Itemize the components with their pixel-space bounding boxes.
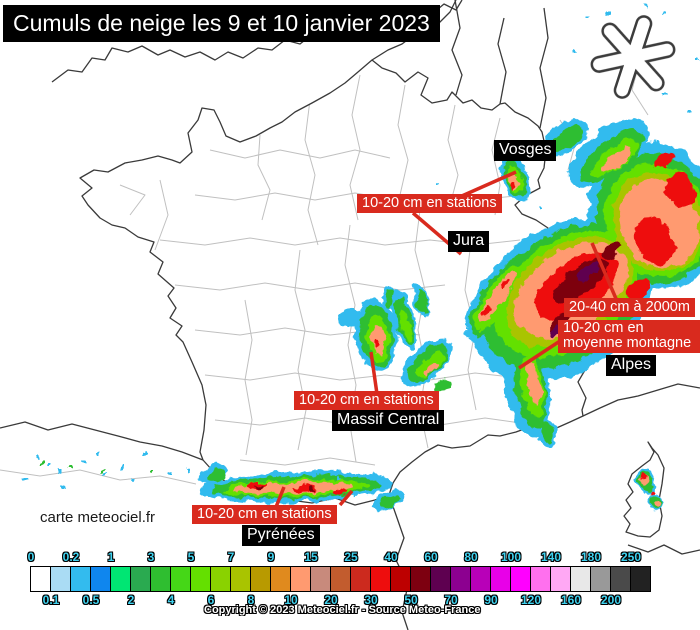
legend-boundary-label: 120 (520, 593, 542, 607)
legend-boundary-label: 140 (540, 550, 562, 564)
legend-cell (91, 567, 111, 591)
legend-cell (251, 567, 271, 591)
legend-boundary-label: 0.5 (82, 593, 100, 607)
legend-boundary-label: 0.2 (62, 550, 80, 564)
legend-cell (391, 567, 411, 591)
legend-cell (351, 567, 371, 591)
legend-boundary-label: 6 (207, 593, 215, 607)
legend-cell (511, 567, 531, 591)
region-label-alpes: Alpes (606, 355, 657, 376)
legend-cell (551, 567, 571, 591)
legend-cell (331, 567, 351, 591)
legend-boundary-label: 70 (444, 593, 458, 607)
legend-cell (631, 567, 650, 591)
legend-cell (191, 567, 211, 591)
legend-cell (71, 567, 91, 591)
region-label-vosges: Vosges (494, 140, 557, 161)
snow-radar-layer (22, 5, 700, 512)
legend-boundary-label: 9 (267, 550, 275, 564)
legend-boundary-label: 3 (147, 550, 155, 564)
italy-coastline (582, 383, 700, 417)
legend-boundary-label: 8 (247, 593, 255, 607)
legend-cell (31, 567, 51, 591)
legend-cell (451, 567, 471, 591)
legend-boundary-label: 30 (364, 593, 378, 607)
legend-cell (411, 567, 431, 591)
legend-cell (171, 567, 191, 591)
legend-cell (531, 567, 551, 591)
legend-boundary-label: 5 (187, 550, 195, 564)
copyright: Copyright © 2023 Meteociel.fr - Source M… (204, 604, 481, 616)
annotation-pyrenees-stations: 10-20 cm en stations (192, 505, 337, 524)
corsica-coastline (623, 441, 665, 538)
legend-boundary-label: 100 (500, 550, 522, 564)
legend-cell (311, 567, 331, 591)
legend-scale (30, 566, 651, 592)
legend-cell (131, 567, 151, 591)
annotation-northeast-stations: 10-20 cm en stations (357, 194, 502, 213)
legend-boundary-label: 60 (424, 550, 438, 564)
legend-cell (111, 567, 131, 591)
region-label-massif-central: Massif Central (332, 410, 445, 431)
spain-coastline (0, 421, 204, 461)
legend-cell (211, 567, 231, 591)
legend-boundary-label: 250 (620, 550, 642, 564)
region-label-pyrenees: Pyrénées (242, 525, 320, 546)
watermark: carte meteociel.fr (40, 509, 156, 526)
legend-boundary-label: 80 (464, 550, 478, 564)
legend-boundary-label: 90 (484, 593, 498, 607)
legend-boundary-label: 0.1 (42, 593, 60, 607)
legend-cell (51, 567, 71, 591)
legend-boundary-label: 1 (107, 550, 115, 564)
legend-boundary-label: 0 (27, 550, 35, 564)
legend-boundary-label: 4 (167, 593, 175, 607)
radar-speckles (22, 5, 697, 489)
legend-cell (491, 567, 511, 591)
annotation-alps-mid-mountain: 10-20 cm en moyenne montagne (558, 320, 700, 353)
legend-boundary-label: 10 (284, 593, 298, 607)
legend-labels-bottom: 0.1 0.5 2 4 6 8 10 20 30 50 70 90 120 160 200 (30, 593, 670, 607)
snowflake-icon (590, 15, 676, 99)
legend-cell (271, 567, 291, 591)
annotation-massif-stations: 10-20 cm en stations (294, 391, 439, 410)
legend-boundary-label: 7 (227, 550, 235, 564)
legend-boundary-label: 200 (600, 593, 622, 607)
legend-boundary-label: 40 (384, 550, 398, 564)
annotation-alps-2000m: 20-40 cm à 2000m (564, 298, 695, 317)
legend-boundary-label: 20 (324, 593, 338, 607)
legend-cell (571, 567, 591, 591)
legend-boundary-label: 25 (344, 550, 358, 564)
title-banner: Cumuls de neige les 9 et 10 janvier 2023 (3, 5, 440, 42)
legend-cell (151, 567, 171, 591)
legend-cell (291, 567, 311, 591)
legend-cell (471, 567, 491, 591)
legend-boundary-label: 50 (404, 593, 418, 607)
legend-cell (611, 567, 631, 591)
region-label-jura: Jura (448, 231, 490, 252)
legend-boundary-label: 2 (127, 593, 135, 607)
legend-boundary-label: 180 (580, 550, 602, 564)
legend-cell (591, 567, 611, 591)
legend-cell (371, 567, 391, 591)
legend-boundary-label: 15 (304, 550, 318, 564)
legend-cell (231, 567, 251, 591)
legend-cell (431, 567, 451, 591)
legend-boundary-label: 160 (560, 593, 582, 607)
legend-labels-top: 0 0.2 1 3 5 7 9 15 25 40 60 80 100 140 180 250 (27, 550, 670, 564)
